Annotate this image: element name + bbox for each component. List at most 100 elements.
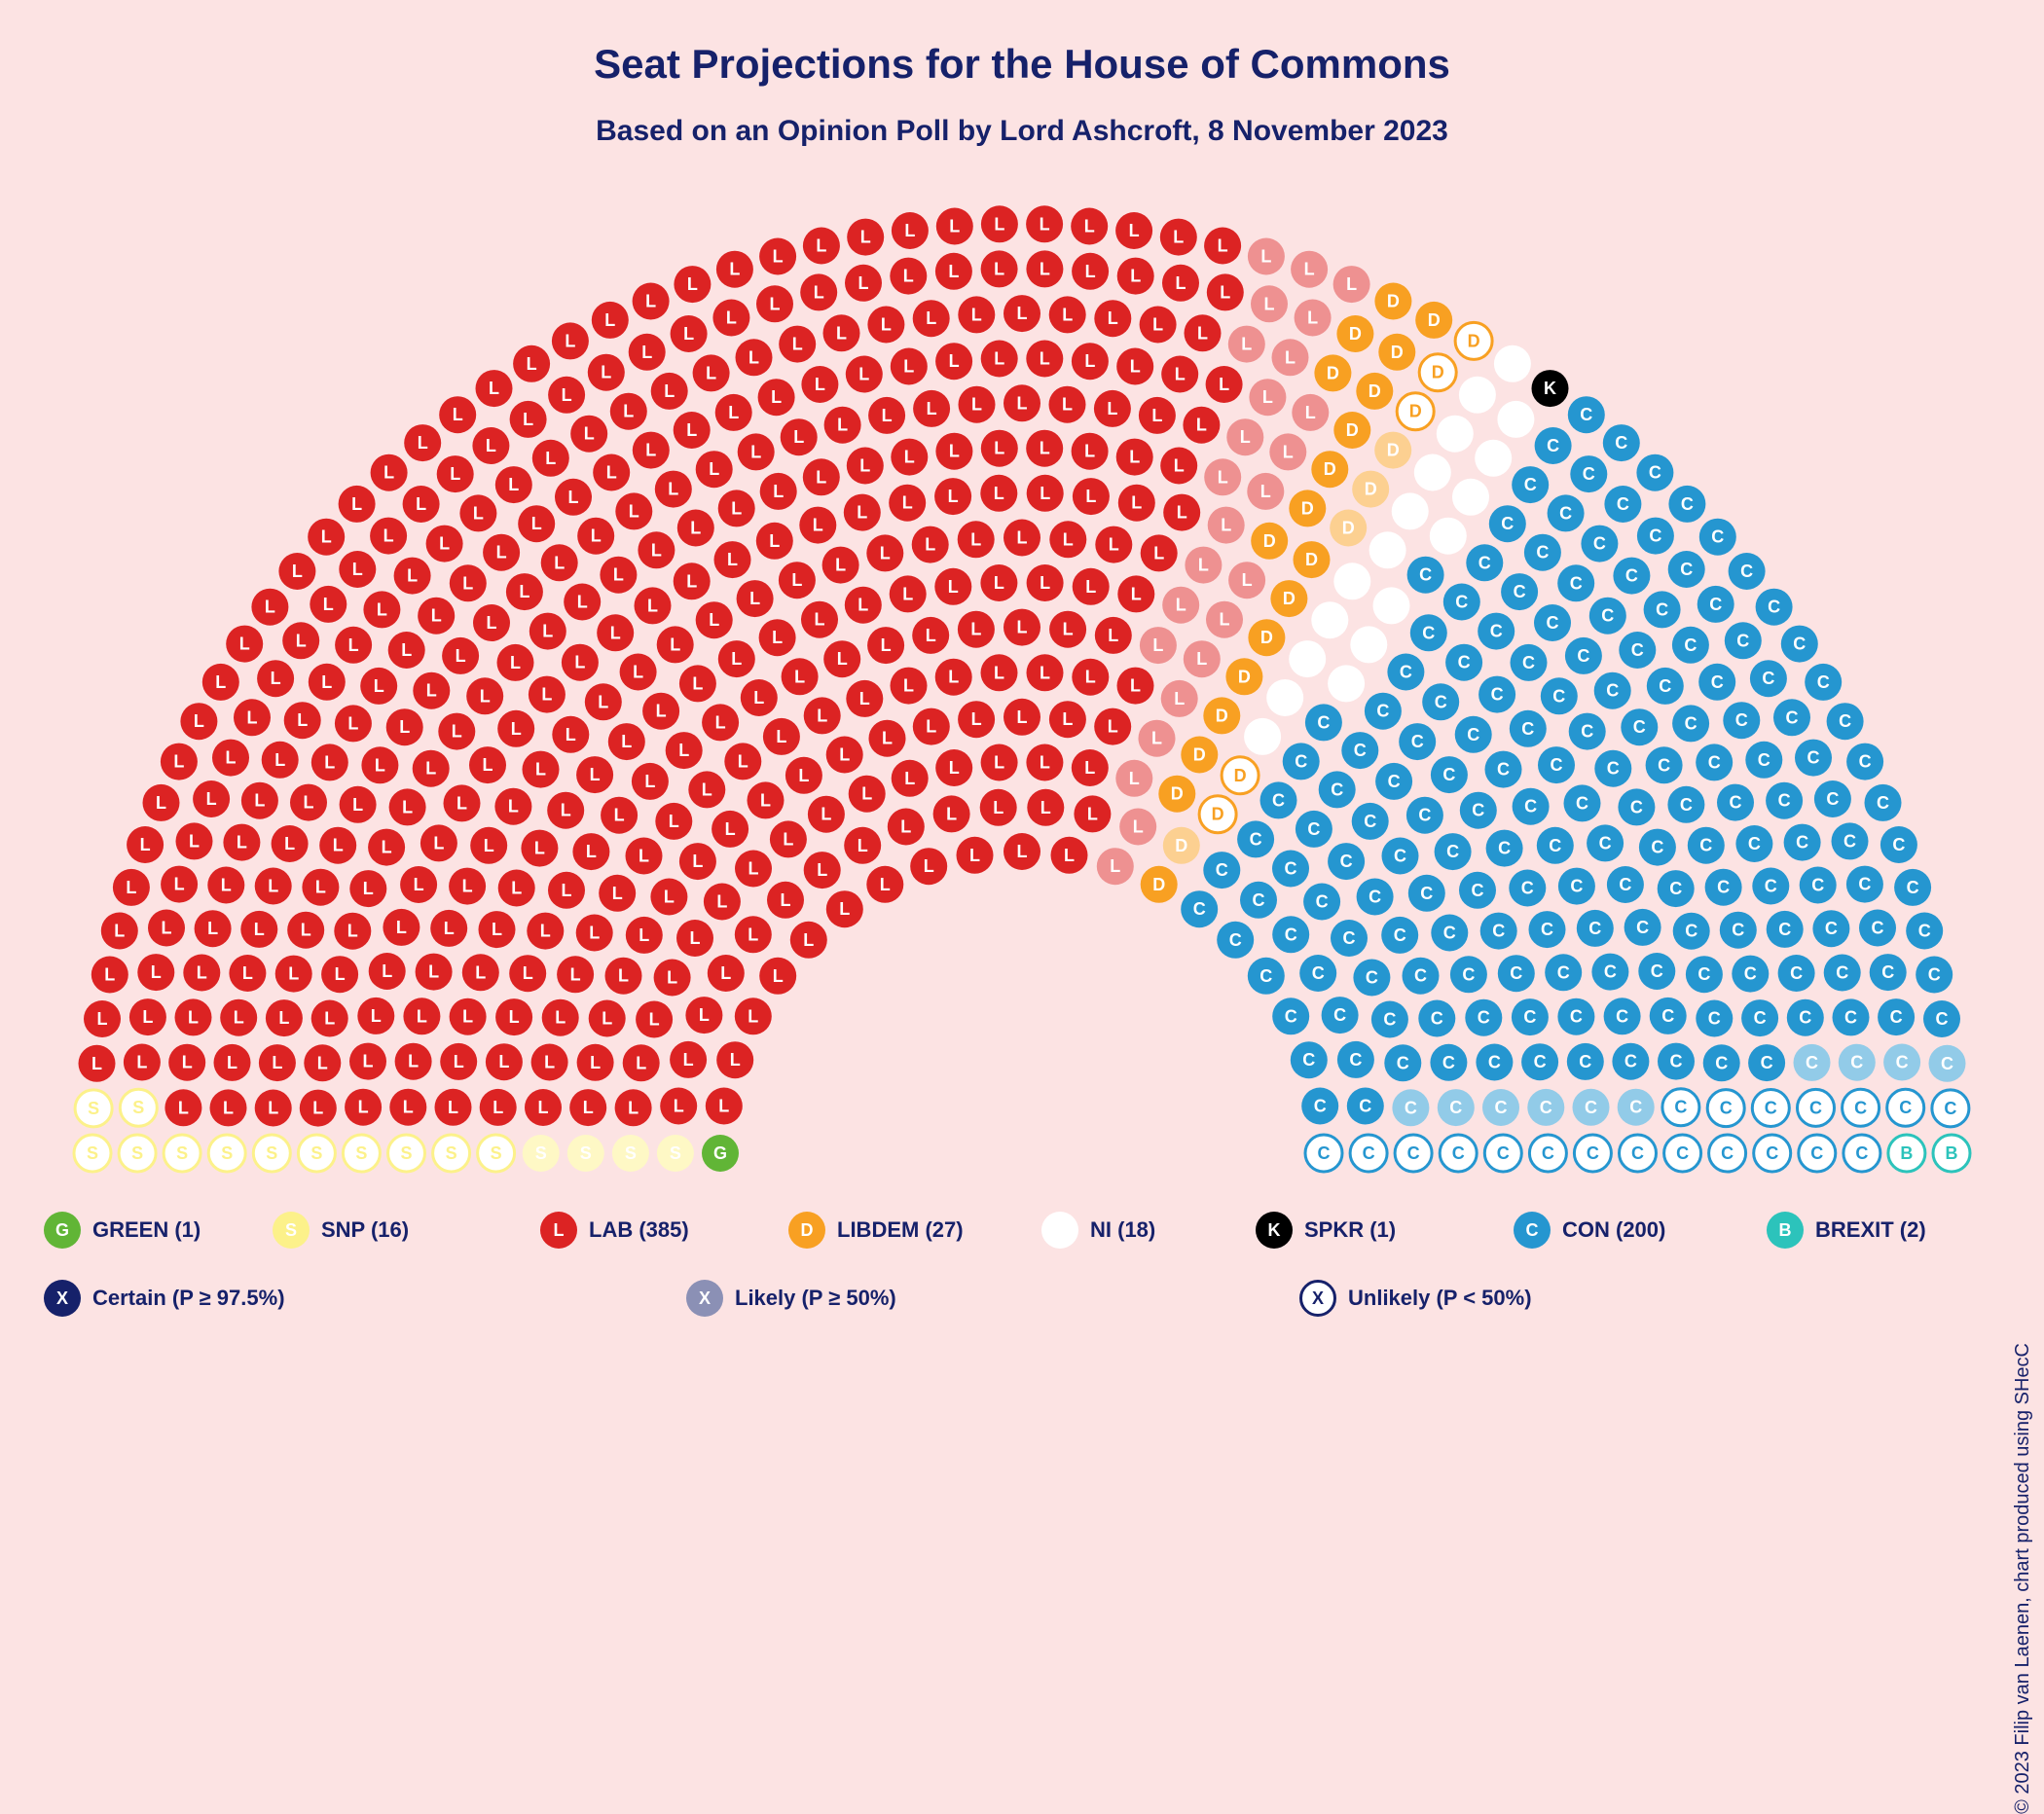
seat-letter: L	[383, 463, 394, 483]
seat-lab: L	[758, 379, 795, 416]
seat-letter: L	[598, 692, 608, 711]
seat-con: C	[1573, 1089, 1610, 1126]
seat-con: C	[1766, 782, 1803, 819]
seat-letter: C	[1250, 829, 1262, 849]
seat-lab: L	[763, 718, 800, 755]
seat-letter: L	[1131, 493, 1142, 513]
seat-letter: L	[541, 685, 552, 705]
seat-letter: C	[1501, 514, 1514, 533]
seat-con: C	[1399, 723, 1436, 760]
seat-letter: L	[1040, 349, 1050, 369]
seat-con: C	[1699, 519, 1736, 556]
seat-lab: L	[386, 708, 423, 745]
seat-con: C	[1932, 1090, 1969, 1127]
legend-dot-libdem: D	[788, 1212, 825, 1249]
seat-con: C	[1384, 1044, 1421, 1081]
seat-letter: L	[1017, 393, 1028, 413]
seat-letter: C	[1576, 793, 1588, 813]
seat-letter: L	[1040, 663, 1050, 682]
seat-libdem: D	[1199, 796, 1236, 833]
seat-lab: L	[1292, 394, 1329, 431]
seat-letter: C	[1585, 1098, 1597, 1117]
seat-letter: L	[439, 534, 450, 554]
seat-libdem: D	[1222, 757, 1259, 794]
seat-letter: L	[839, 745, 850, 765]
seat-letter: L	[1062, 305, 1073, 324]
seat-letter: C	[1443, 924, 1456, 943]
seat-letter: L	[948, 262, 959, 281]
seat-letter: L	[994, 214, 1004, 234]
seat-lab: L	[450, 998, 487, 1035]
seat-ni	[1244, 718, 1281, 755]
legend-certainty-dot: X	[1299, 1280, 1336, 1317]
seat-letter: L	[730, 1050, 741, 1070]
seat-letter: L	[623, 402, 634, 421]
seat-lab: L	[712, 300, 749, 337]
seat-con: C	[1799, 1135, 1836, 1172]
seat-lab: L	[981, 744, 1018, 781]
seat-letter: L	[1305, 403, 1316, 422]
seat-letter: L	[731, 498, 742, 518]
seat-letter: L	[375, 755, 385, 775]
seat-letter: L	[239, 635, 250, 654]
seat-letter: L	[1283, 442, 1294, 461]
seat-letter: D	[1365, 480, 1377, 499]
seat-letter: C	[1855, 1143, 1868, 1163]
seat-letter: L	[509, 1007, 520, 1027]
seat-letter: C	[1579, 1052, 1591, 1071]
seat-letter: L	[669, 812, 679, 831]
legend-party-snp: SSNP (16)	[273, 1212, 409, 1249]
seat-ni	[1328, 665, 1365, 702]
seat-letter: L	[142, 1007, 153, 1027]
seat-lab: L	[413, 750, 450, 787]
seat-con: C	[1603, 424, 1640, 461]
seat-letter: L	[324, 752, 335, 772]
seat-letter: C	[1601, 606, 1614, 626]
seat-letter: L	[858, 273, 869, 293]
seat-lab: L	[403, 998, 440, 1034]
seat-lab: L	[671, 315, 708, 352]
seat-lab: L	[800, 273, 837, 310]
seat-con: C	[1438, 1089, 1475, 1126]
seat-ni	[1459, 377, 1496, 414]
seat-con: C	[1341, 732, 1378, 769]
seat-lab: L	[1228, 326, 1265, 363]
seat-lab: L	[494, 788, 531, 825]
seat-letter: C	[1629, 1098, 1642, 1117]
seat-letter: L	[237, 833, 247, 853]
seat-letter: C	[1295, 751, 1307, 771]
seat-letter: L	[651, 540, 662, 560]
seat-lab: L	[552, 716, 589, 753]
seat-lab: L	[548, 377, 585, 414]
seat-letter: L	[902, 584, 913, 603]
seat-con: C	[1443, 584, 1480, 621]
seat-letter: L	[949, 351, 960, 371]
seat-con: C	[1723, 702, 1760, 739]
seat-libdem: D	[1203, 697, 1240, 734]
seat-lab: L	[129, 998, 166, 1035]
seat-lab: L	[527, 913, 564, 950]
seat-con: C	[1805, 664, 1842, 701]
seat-letter: L	[358, 1098, 369, 1117]
seat-lab: L	[335, 705, 372, 742]
seat-letter: L	[194, 711, 204, 731]
seat-letter: L	[837, 649, 848, 669]
seat-lab: L	[610, 393, 647, 430]
seat-letter: C	[1455, 593, 1468, 612]
seat-letter: L	[292, 562, 303, 581]
seat-letter: L	[538, 1098, 549, 1117]
seat-letter: L	[591, 526, 602, 546]
seat-letter: L	[1109, 535, 1119, 555]
seat-letter: L	[511, 879, 522, 898]
seat-letter: L	[859, 456, 870, 476]
seat-lab: L	[632, 763, 669, 800]
seat-letter: L	[690, 519, 701, 538]
seat-letter: L	[590, 765, 601, 784]
seat-letter: L	[396, 918, 407, 937]
seat-con: C	[1800, 867, 1837, 904]
seat-letter: C	[1836, 963, 1848, 983]
seat-letter: D	[1369, 381, 1381, 401]
seat-letter: L	[860, 228, 871, 247]
seat-con: C	[1392, 1089, 1429, 1126]
seat-lab: L	[693, 354, 730, 391]
